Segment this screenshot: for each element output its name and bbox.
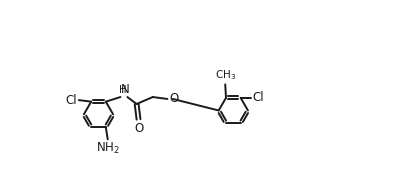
Text: O: O [134, 122, 143, 135]
Text: N: N [121, 83, 130, 96]
Text: CH$_3$: CH$_3$ [215, 68, 236, 82]
Text: O: O [169, 92, 178, 105]
Text: Cl: Cl [252, 91, 264, 104]
Text: Cl: Cl [66, 94, 77, 107]
Text: H: H [119, 85, 126, 95]
Text: NH$_2$: NH$_2$ [96, 141, 119, 156]
